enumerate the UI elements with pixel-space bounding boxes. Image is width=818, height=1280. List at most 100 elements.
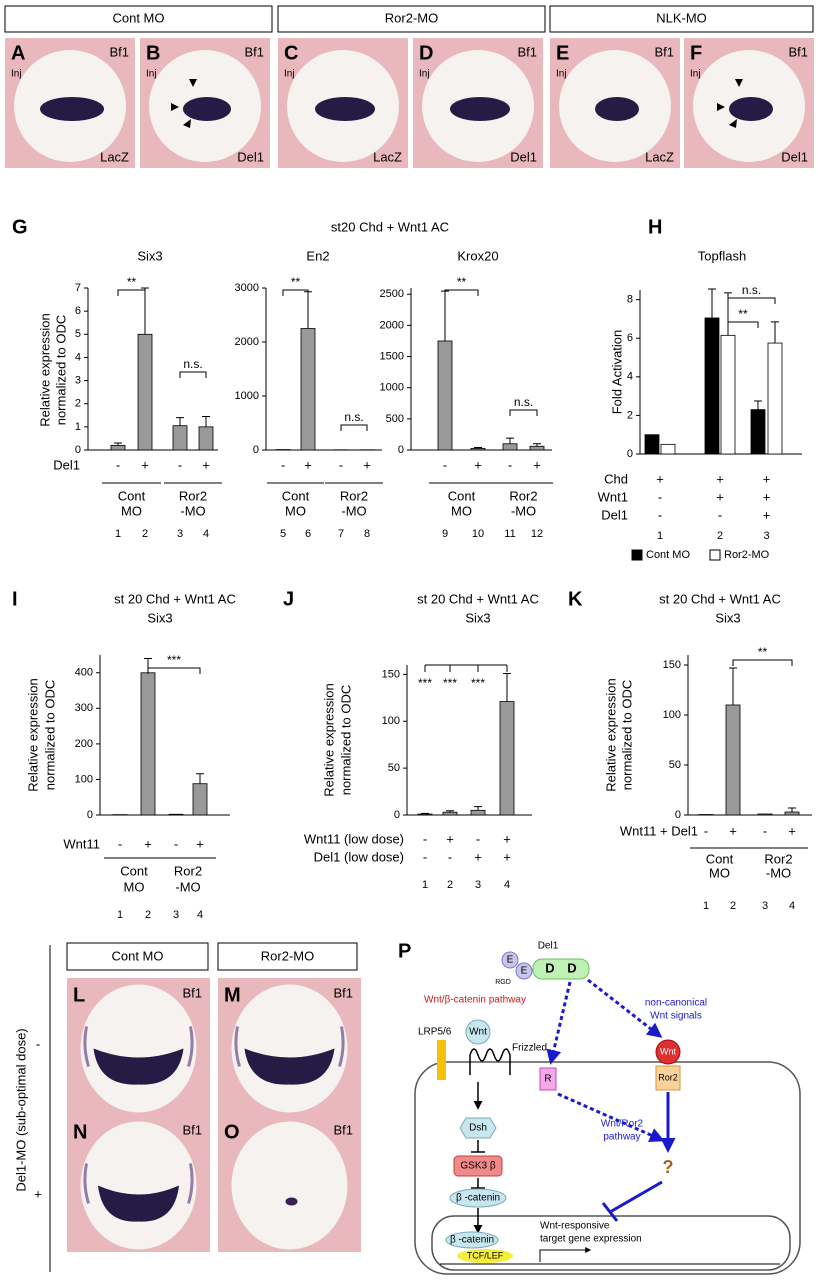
row-sign: +: [763, 507, 771, 522]
gsk-label: GSK3 β: [460, 1161, 495, 1172]
inj-label: Inj: [284, 69, 295, 80]
lane-number: 4: [203, 528, 209, 540]
stain: [315, 97, 375, 121]
panel-letter: J: [283, 588, 294, 610]
row-sign: -: [508, 457, 512, 472]
significance-label: n.s.: [742, 283, 761, 297]
group-label: MO: [285, 503, 306, 518]
stain: [98, 1185, 179, 1222]
significance-label: n.s.: [183, 357, 202, 371]
panel-letter: P: [398, 940, 411, 962]
inhibition: [601, 1180, 663, 1222]
row-sign: +: [144, 836, 152, 851]
egf-domain: [515, 962, 533, 980]
lane-number: 2: [730, 900, 736, 912]
noncanonical-title: non-canonical: [645, 998, 707, 1009]
r-receptor: [539, 1067, 557, 1091]
y-tick-label: 0: [394, 809, 400, 821]
group-label: Ror2: [764, 851, 792, 866]
chart-title: En2: [306, 248, 329, 263]
significance-bracket: [340, 424, 368, 431]
legend-label: Ror2-MO: [724, 549, 770, 561]
tcf-node: [457, 1249, 513, 1263]
error-bar: [446, 810, 454, 813]
legend-swatch: [631, 549, 643, 561]
stain-label: Bf1: [517, 44, 537, 59]
row-sign: -: [718, 507, 722, 522]
y-axis-label: normalized to ODC: [42, 680, 57, 791]
wnt-ligand: [655, 1039, 681, 1065]
inj-label: Inj: [419, 69, 430, 80]
row-sign: +: [503, 849, 511, 864]
bcat-node: [449, 1188, 507, 1208]
significance-bracket: [424, 664, 508, 672]
group-label: Ror2: [340, 488, 368, 503]
row-sign: -: [658, 507, 662, 522]
group-label: -MO: [511, 503, 536, 518]
legend-swatch: [709, 549, 721, 561]
group-label: Cont: [448, 488, 476, 503]
canonical-title: Wnt/β-catenin pathway: [424, 995, 526, 1006]
error-bar: [421, 812, 429, 815]
y-axis-label: Relative expression: [37, 313, 52, 426]
group-label: -MO: [766, 865, 791, 880]
ror2-receptor: [655, 1065, 681, 1091]
lane-number: 3: [177, 528, 183, 540]
bar: [704, 317, 720, 455]
significance-label: **: [738, 307, 748, 321]
lane-number: 1: [657, 530, 663, 542]
frizzled-receptor: [469, 1048, 511, 1075]
y-axis-label: Relative expression: [603, 678, 618, 791]
row-sign: -: [658, 489, 662, 504]
lane-number: 2: [717, 530, 723, 542]
receptor-label: R: [544, 1074, 551, 1085]
embryo: [80, 984, 197, 1113]
panel-letter: F: [690, 42, 702, 64]
bar: [172, 425, 188, 451]
y-tick-label: 2000: [235, 336, 259, 348]
y-tick-label: 0: [398, 444, 404, 456]
header: NLK-MO: [656, 10, 707, 25]
lane-number: 2: [145, 909, 151, 921]
discoidin-label: D: [545, 960, 554, 975]
bar: [198, 426, 214, 451]
y-tick-label: 3: [75, 374, 81, 386]
bar: [750, 409, 766, 455]
y-tick-label: 200: [75, 738, 93, 750]
y-tick-label: 0: [627, 448, 633, 460]
panel-letter: N: [73, 1121, 87, 1143]
chart-title: Six3: [137, 248, 162, 263]
tcf-label: TCF/LEF: [467, 1250, 504, 1260]
stain-edge: [83, 1026, 194, 1067]
panel-letter: O: [224, 1121, 240, 1143]
row-label: Wnt11: [63, 836, 100, 851]
y-tick-label: 1: [75, 421, 81, 433]
significance-label: **: [291, 275, 301, 289]
lane-number: 8: [364, 528, 370, 540]
side-label: Del1-MO (sub-optimal dose): [13, 1028, 28, 1191]
row-sign: +: [763, 489, 771, 504]
target-label: target gene expression: [540, 1234, 642, 1245]
y-tick-label: 100: [663, 709, 681, 721]
egf-label: E: [521, 966, 528, 977]
probe-label: LacZ: [645, 149, 674, 164]
row-label: Del1 (low dose): [314, 849, 404, 864]
row-sign: -: [174, 836, 178, 851]
error-bar: [729, 667, 737, 705]
bar: [757, 813, 773, 816]
inj-label: Inj: [556, 69, 567, 80]
row-sign: -: [476, 831, 480, 846]
stain-label: Bf1: [654, 44, 674, 59]
stain: [285, 1197, 298, 1206]
row-sign: +: [474, 457, 482, 472]
y-tick-label: 1000: [235, 390, 259, 402]
ror2-path-label: Wnt/Ror2: [601, 1119, 644, 1130]
error-bar: [474, 447, 482, 449]
y-tick-label: 7: [75, 282, 81, 294]
row-sign: +: [202, 457, 210, 472]
lane-number: 1: [115, 528, 121, 540]
y-tick-label: 400: [75, 667, 93, 679]
target-label: Wnt-responsive: [540, 1221, 610, 1232]
stain: [595, 97, 639, 121]
